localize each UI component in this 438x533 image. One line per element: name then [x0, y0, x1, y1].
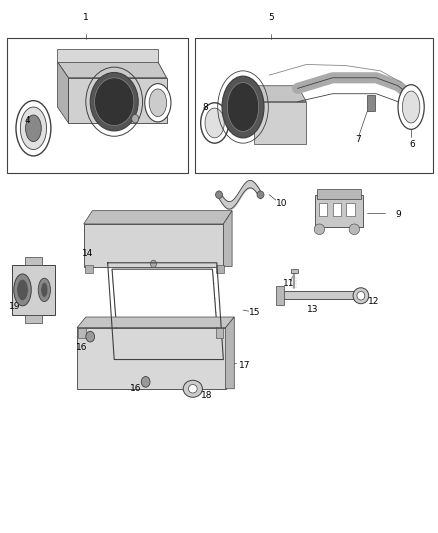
Ellipse shape: [188, 384, 197, 393]
Polygon shape: [68, 78, 166, 123]
Ellipse shape: [38, 278, 50, 302]
Ellipse shape: [14, 274, 31, 306]
Text: 3: 3: [110, 108, 116, 117]
Bar: [317, 189, 361, 199]
Polygon shape: [223, 211, 232, 266]
Bar: [195, 38, 433, 173]
Bar: [276, 286, 285, 305]
Text: 5: 5: [268, 13, 274, 22]
Text: 19: 19: [9, 302, 21, 311]
Text: 11: 11: [283, 279, 295, 288]
Text: 16: 16: [130, 384, 142, 393]
Bar: [290, 269, 297, 273]
Ellipse shape: [215, 191, 223, 198]
Ellipse shape: [16, 101, 51, 156]
Polygon shape: [57, 62, 68, 123]
Text: 10: 10: [276, 199, 287, 208]
Ellipse shape: [357, 292, 365, 300]
Circle shape: [150, 260, 156, 268]
Ellipse shape: [349, 224, 360, 235]
Bar: [84, 224, 223, 266]
Ellipse shape: [205, 108, 224, 138]
Ellipse shape: [149, 89, 166, 117]
Text: 17: 17: [239, 361, 250, 370]
Text: 7: 7: [355, 135, 361, 144]
Ellipse shape: [314, 224, 325, 235]
Ellipse shape: [95, 78, 134, 126]
Bar: [215, 328, 223, 338]
Bar: [215, 265, 224, 273]
Bar: [367, 95, 375, 111]
Text: 6: 6: [409, 140, 415, 149]
Text: 8: 8: [202, 102, 208, 111]
Bar: [346, 203, 355, 216]
Polygon shape: [57, 49, 158, 62]
Ellipse shape: [353, 288, 369, 304]
Text: 4: 4: [25, 116, 31, 125]
Text: 16: 16: [76, 343, 87, 352]
Bar: [315, 195, 363, 227]
Polygon shape: [254, 102, 306, 144]
Text: 2: 2: [159, 105, 164, 114]
Polygon shape: [112, 269, 219, 354]
Ellipse shape: [257, 191, 264, 198]
Ellipse shape: [41, 282, 48, 297]
Polygon shape: [280, 291, 361, 300]
Text: 18: 18: [201, 391, 212, 400]
Bar: [7, 38, 188, 173]
Ellipse shape: [145, 84, 171, 122]
Ellipse shape: [398, 85, 424, 130]
Ellipse shape: [20, 107, 46, 150]
Text: 13: 13: [307, 304, 318, 313]
Text: 9: 9: [395, 210, 401, 219]
Polygon shape: [57, 62, 166, 78]
Circle shape: [132, 115, 139, 123]
Polygon shape: [226, 317, 234, 389]
Circle shape: [141, 376, 150, 387]
Bar: [332, 203, 341, 216]
Bar: [77, 328, 226, 389]
Ellipse shape: [17, 279, 28, 301]
Ellipse shape: [201, 103, 229, 143]
Bar: [318, 203, 327, 216]
Bar: [85, 265, 93, 273]
Bar: [25, 316, 42, 324]
Text: 14: 14: [82, 249, 94, 258]
Polygon shape: [84, 211, 232, 224]
Ellipse shape: [90, 72, 138, 131]
Text: 1: 1: [83, 13, 89, 22]
Bar: [78, 328, 86, 338]
Ellipse shape: [403, 91, 420, 123]
Polygon shape: [77, 317, 234, 328]
Ellipse shape: [222, 76, 264, 138]
Ellipse shape: [227, 83, 259, 132]
Text: 12: 12: [368, 296, 380, 305]
Circle shape: [86, 332, 95, 342]
Bar: [12, 265, 55, 316]
Ellipse shape: [25, 115, 41, 142]
Bar: [25, 257, 42, 265]
Polygon shape: [245, 86, 306, 102]
Text: 15: 15: [249, 308, 261, 317]
Ellipse shape: [183, 380, 202, 397]
